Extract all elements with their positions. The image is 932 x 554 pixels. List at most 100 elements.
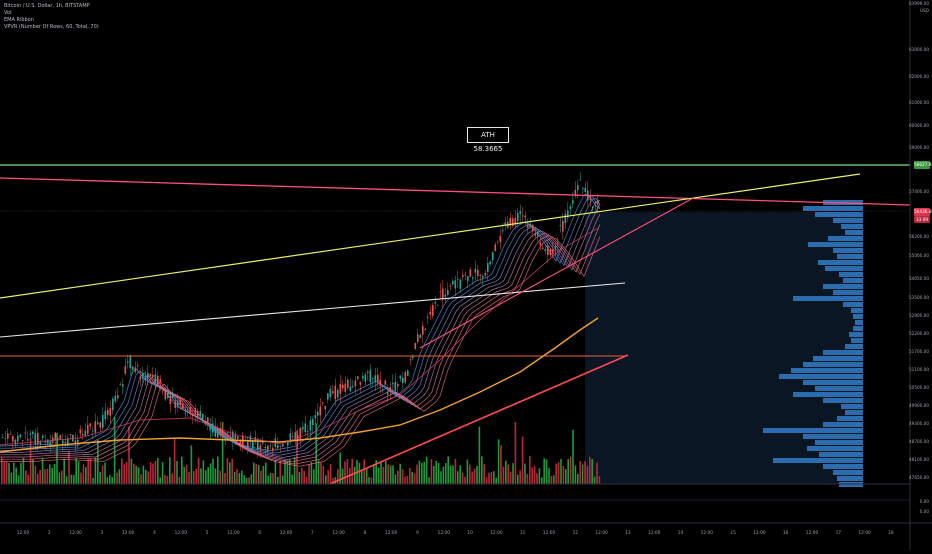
volume-bar <box>224 472 226 484</box>
time-axis-tick: 12:00 <box>121 531 135 536</box>
candle-body <box>169 395 172 405</box>
candle-body <box>124 366 127 374</box>
candle-body <box>87 425 89 434</box>
volume-bar <box>229 462 231 484</box>
volume-bar <box>425 456 428 484</box>
volume-bar <box>272 473 274 484</box>
volume-bar <box>567 459 569 484</box>
candle-body <box>149 374 152 377</box>
volume-bar <box>8 462 10 484</box>
volume-bar <box>505 460 507 484</box>
candle-body <box>532 225 534 231</box>
vpvr-bar <box>815 386 863 391</box>
legend-vpvr[interactable]: VPVR (Number Of Rows, 60, Total, 70) <box>4 24 99 30</box>
volume-bar <box>89 458 92 484</box>
candle-body <box>272 447 274 451</box>
volume-bar <box>536 473 538 484</box>
volume-bar <box>538 468 541 484</box>
candle-body <box>374 375 377 383</box>
symbol-title[interactable]: Bitcoin / U.S. Dollar, 1h, BITSTAMP <box>4 3 90 9</box>
volume-bar <box>159 477 161 484</box>
volume-bar <box>368 477 370 484</box>
candle-body <box>92 430 94 432</box>
volume-bar <box>219 470 221 484</box>
candle-body <box>77 439 79 443</box>
volume-bar <box>375 460 377 484</box>
volume-bar <box>267 475 269 484</box>
time-axis-tick: 12:00 <box>647 531 661 536</box>
vpvr-bar <box>851 338 863 343</box>
candle-body <box>117 395 119 399</box>
vpvr-bar <box>823 398 863 403</box>
volume-bar <box>353 467 356 484</box>
candle-body <box>317 411 319 416</box>
legend-ema-ribbon[interactable]: EMA Ribbon <box>4 17 34 23</box>
time-axis-tick: 12:00 <box>805 531 819 536</box>
volume-bar <box>286 460 289 484</box>
candle-body <box>17 435 19 442</box>
volume-bar <box>500 445 502 484</box>
volume-bar <box>488 472 490 484</box>
price-axis-tick: 51700.00 <box>909 349 929 354</box>
volume-bar <box>310 462 313 484</box>
price-axis-tick: 52200.00 <box>909 331 929 336</box>
time-axis-tick: 18 <box>888 531 894 536</box>
candle-body <box>579 179 582 181</box>
volume-bar <box>423 461 425 484</box>
candle-body <box>109 408 112 416</box>
legend-vol[interactable]: Vol <box>4 10 12 16</box>
volume-bar <box>473 468 476 484</box>
ath-annotation[interactable]: ATH 58.3665 <box>467 127 509 153</box>
vpvr-bar <box>828 236 863 241</box>
price-axis-tick: 48100.00 <box>909 457 929 462</box>
volume-bar <box>161 462 164 484</box>
volume-bar <box>394 474 397 484</box>
volume-bar <box>75 458 77 484</box>
candle-body <box>422 326 424 335</box>
volume-bar <box>363 459 365 484</box>
vpvr-bar <box>855 320 863 325</box>
volume-bar <box>260 470 262 484</box>
candle-body <box>282 443 284 447</box>
volume-bar <box>231 458 233 484</box>
volume-bar <box>145 470 147 484</box>
candle-body <box>89 423 92 427</box>
candle-body <box>454 280 457 289</box>
volume-bar <box>545 459 548 484</box>
vpvr-bar <box>823 464 863 469</box>
price-axis-tick: 57400.00 <box>909 189 929 194</box>
volume-bar <box>481 456 483 484</box>
volume-bar <box>241 470 243 484</box>
volume-bar <box>20 462 22 484</box>
volume-bar <box>519 470 521 484</box>
candle-body <box>132 366 134 370</box>
volume-bar <box>202 460 205 484</box>
candle-body <box>227 432 229 433</box>
vpvr-bar <box>845 344 863 349</box>
vpvr-bar <box>791 368 863 373</box>
volume-bar <box>596 462 598 484</box>
candle-body <box>417 334 419 342</box>
volume-bar <box>3 462 5 484</box>
vpvr-bar <box>808 242 863 247</box>
time-axis-tick: 12:00 <box>595 531 608 536</box>
volume-bar <box>106 477 109 484</box>
candle-body <box>127 361 129 363</box>
candle-body <box>369 369 372 382</box>
volume-bar <box>293 457 296 484</box>
volume-bar <box>193 471 195 484</box>
time-axis-tick: 8 <box>363 531 367 536</box>
volume-bar <box>207 467 209 484</box>
volume-bar <box>490 472 493 484</box>
candle-body <box>434 301 437 304</box>
candle-body <box>264 446 267 449</box>
vpvr-bar <box>803 206 863 211</box>
candle-body <box>582 188 584 189</box>
candle-body <box>214 426 217 437</box>
volume-bar <box>10 472 13 484</box>
ema-ribbon-line <box>0 200 601 458</box>
pink-support-trend-line <box>419 196 696 349</box>
time-axis-tick: 9 <box>416 531 419 536</box>
